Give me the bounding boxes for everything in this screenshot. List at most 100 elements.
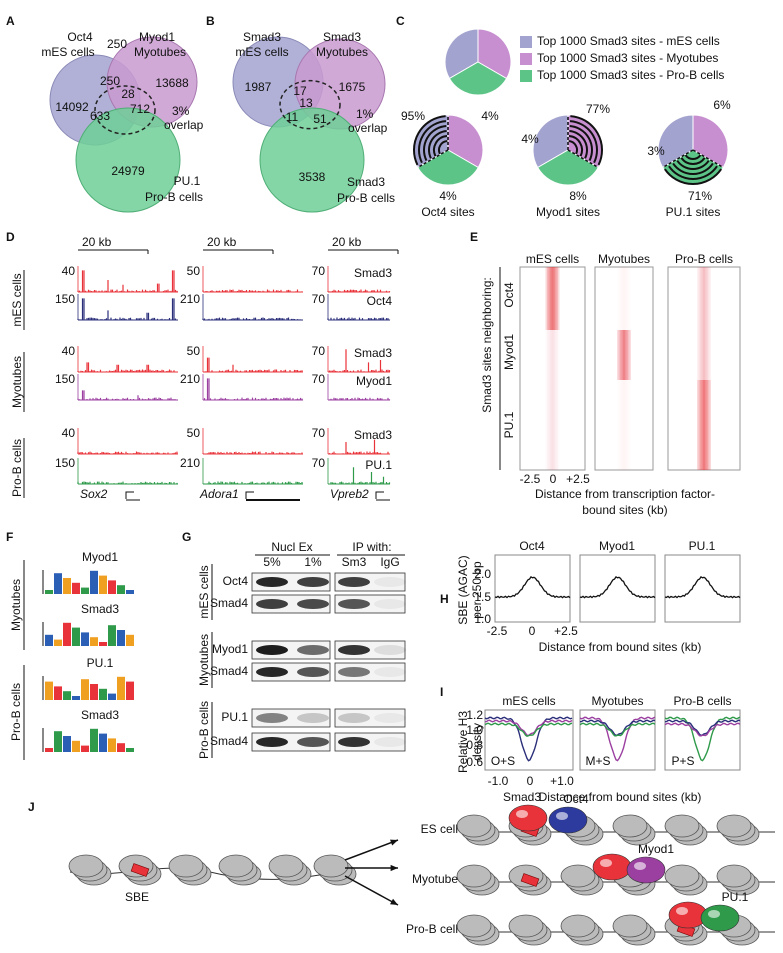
- label: 40: [62, 426, 76, 440]
- stripe: [418, 120, 447, 164]
- logo-letter: [63, 622, 71, 646]
- factor: [548, 806, 588, 834]
- stripe: [428, 130, 447, 159]
- label: overlap: [348, 121, 388, 135]
- label: 3%: [647, 144, 665, 158]
- label: 4%: [439, 189, 457, 203]
- profile: [579, 716, 656, 762]
- nucleosome: [716, 814, 752, 838]
- label: Myod1: [502, 334, 516, 370]
- signal: [327, 439, 391, 454]
- label: Pro-B cells: [673, 694, 731, 708]
- band: [297, 737, 329, 747]
- logo-letter: [90, 570, 98, 594]
- plot-box: [664, 554, 741, 623]
- label: density: [470, 723, 484, 761]
- label: 20 kb: [332, 235, 362, 249]
- label: Myod1: [82, 550, 118, 564]
- label: 150: [55, 292, 75, 306]
- label: -2.5: [520, 472, 541, 486]
- label: 1%: [356, 107, 374, 121]
- label: 70: [312, 372, 326, 386]
- label: PU.1: [174, 174, 201, 188]
- signal: [77, 362, 178, 372]
- nucleosome: [664, 864, 700, 888]
- pie-slice: [537, 149, 599, 186]
- label: Myod1: [599, 539, 635, 553]
- profile: [484, 722, 573, 737]
- stripe: [672, 162, 714, 175]
- signal: [202, 357, 303, 372]
- label: PU.1 sites: [666, 205, 721, 219]
- label: 20 kb: [207, 235, 237, 249]
- heat-band: [550, 267, 555, 330]
- band: [338, 599, 370, 609]
- label: 150: [55, 456, 75, 470]
- label: IP with:: [352, 540, 391, 554]
- label: 70: [312, 426, 326, 440]
- label: 0.6: [466, 755, 483, 769]
- logo-letter: [81, 679, 89, 700]
- label: Myotube: [412, 872, 458, 886]
- signal: [327, 349, 391, 372]
- logo-letter: [72, 582, 80, 594]
- divider: [662, 149, 694, 169]
- label: 50: [187, 426, 201, 440]
- stripe: [668, 165, 718, 180]
- label: Adora1: [199, 487, 239, 501]
- label: mES cells: [41, 45, 94, 59]
- band: [338, 737, 370, 747]
- label: 1.0: [466, 723, 483, 737]
- legend-swatch: [520, 53, 532, 65]
- heat-band: [623, 380, 625, 470]
- heat-band: [703, 267, 705, 380]
- factor: [626, 856, 666, 884]
- pie-slice: [447, 114, 484, 169]
- label: PU.1: [87, 656, 114, 670]
- label: PU.1: [502, 411, 516, 438]
- factor-highlight: [516, 810, 528, 818]
- sbe: [130, 863, 150, 877]
- label: Smad3 sites neighboring:: [480, 277, 494, 412]
- label: 50: [187, 344, 201, 358]
- signal: [202, 378, 303, 400]
- panel-label: B: [206, 14, 215, 28]
- factor: [700, 904, 740, 932]
- label: 1675: [339, 80, 366, 94]
- label: 20 kb: [82, 235, 112, 249]
- factor-highlight: [600, 859, 612, 867]
- heatmap: [667, 266, 741, 471]
- heat-band: [703, 380, 705, 470]
- label: per 250 bp: [470, 561, 484, 619]
- stripe: [568, 140, 578, 155]
- stripe: [663, 168, 723, 185]
- stripe: [570, 115, 603, 166]
- band: [256, 713, 288, 723]
- venn-circle: [259, 107, 365, 213]
- logo-letter: [63, 691, 71, 700]
- stripe: [569, 125, 593, 161]
- band: [297, 645, 329, 655]
- label: +2.5: [554, 624, 578, 638]
- heat-band: [623, 267, 625, 330]
- label: Smad3: [81, 708, 119, 722]
- label: 0: [550, 472, 557, 486]
- pie-slice: [692, 114, 729, 169]
- band: [297, 599, 329, 609]
- profile: [664, 575, 741, 599]
- arrow-head: [390, 839, 398, 846]
- legend-swatch: [520, 36, 532, 48]
- label: ES cell: [421, 822, 458, 836]
- label: Myod1: [638, 842, 674, 856]
- label: 1%: [304, 555, 322, 569]
- label: 4%: [481, 109, 499, 123]
- label: 70: [312, 292, 326, 306]
- label: 633: [90, 109, 110, 123]
- band: [338, 713, 370, 723]
- label: Smad4: [210, 664, 248, 678]
- label: 3%: [172, 104, 190, 118]
- signal: [77, 298, 178, 320]
- label: 250: [100, 74, 120, 88]
- logo-letter: [45, 681, 53, 700]
- label: Smad3: [323, 30, 361, 44]
